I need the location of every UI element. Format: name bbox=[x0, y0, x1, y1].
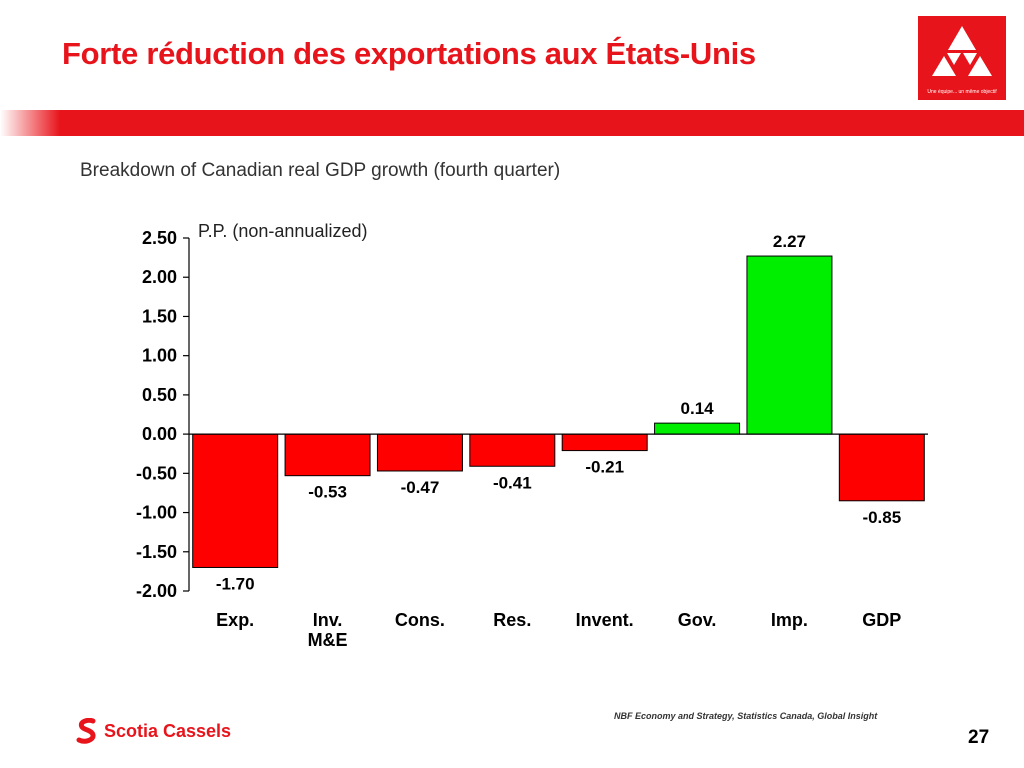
x-tick-label: Cons. bbox=[395, 610, 445, 630]
data-label: -0.53 bbox=[308, 483, 347, 502]
bar bbox=[561, 433, 648, 452]
bar bbox=[746, 255, 833, 435]
y-tick-label: 2.50 bbox=[142, 228, 177, 248]
bar bbox=[838, 433, 925, 502]
data-label: -0.85 bbox=[862, 508, 901, 527]
y-tick-label: 0.00 bbox=[142, 424, 177, 444]
bar bbox=[376, 433, 463, 472]
x-tick-label: Exp. bbox=[216, 610, 254, 630]
x-tick-label: M&E bbox=[308, 630, 348, 650]
y-tick-label: 0.50 bbox=[142, 385, 177, 405]
chart-unit-label: P.P. (non-annualized) bbox=[198, 221, 368, 241]
data-label: -1.70 bbox=[216, 574, 255, 593]
logo-tagline: Une équipe... un même objectif bbox=[927, 89, 997, 95]
page-number: 27 bbox=[968, 727, 990, 748]
y-tick-label: 1.00 bbox=[142, 346, 177, 366]
y-tick-label: 1.50 bbox=[142, 306, 177, 326]
data-label: -0.21 bbox=[585, 458, 624, 477]
bar bbox=[654, 422, 741, 435]
bar bbox=[192, 433, 279, 568]
triangle-logo-icon bbox=[932, 26, 992, 76]
x-tick-label: Res. bbox=[493, 610, 531, 630]
company-logo: Une équipe... un même objectif bbox=[918, 16, 1006, 100]
x-tick-label: Inv. bbox=[313, 610, 343, 630]
bar bbox=[284, 433, 371, 477]
scotia-s-icon bbox=[76, 718, 96, 744]
header-red-band-fade bbox=[0, 110, 60, 136]
y-tick-label: -2.00 bbox=[136, 581, 177, 601]
data-label: 2.27 bbox=[773, 232, 806, 251]
x-tick-label: Gov. bbox=[678, 610, 717, 630]
data-label: -0.47 bbox=[401, 478, 440, 497]
data-label: -0.41 bbox=[493, 473, 532, 492]
source-note: NBF Economy and Strategy, Statistics Can… bbox=[614, 711, 878, 721]
y-tick-label: -1.50 bbox=[136, 542, 177, 562]
brand-name: Scotia Cassels bbox=[104, 720, 232, 741]
chart-title: Breakdown of Canadian real GDP growth (f… bbox=[80, 160, 561, 181]
bar bbox=[469, 433, 556, 467]
brand-footer: Scotia Cassels bbox=[76, 718, 231, 744]
x-tick-label: Invent. bbox=[576, 610, 634, 630]
x-tick-label: Imp. bbox=[771, 610, 808, 630]
data-label: 0.14 bbox=[681, 399, 715, 418]
y-tick-label: -0.50 bbox=[136, 463, 177, 483]
header-red-band bbox=[0, 110, 1024, 136]
x-tick-label: GDP bbox=[862, 610, 901, 630]
y-tick-label: -1.00 bbox=[136, 503, 177, 523]
y-tick-label: 2.00 bbox=[142, 267, 177, 287]
slide-title: Forte réduction des exportations aux Éta… bbox=[62, 36, 756, 71]
